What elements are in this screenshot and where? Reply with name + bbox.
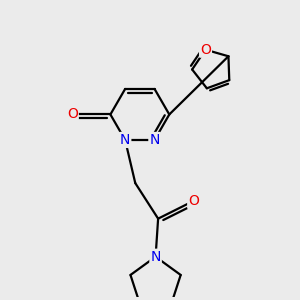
Text: N: N [120,133,130,147]
Text: O: O [200,43,211,57]
Text: O: O [188,194,199,208]
Text: O: O [67,107,78,122]
Text: N: N [149,133,160,147]
Text: N: N [150,250,161,264]
